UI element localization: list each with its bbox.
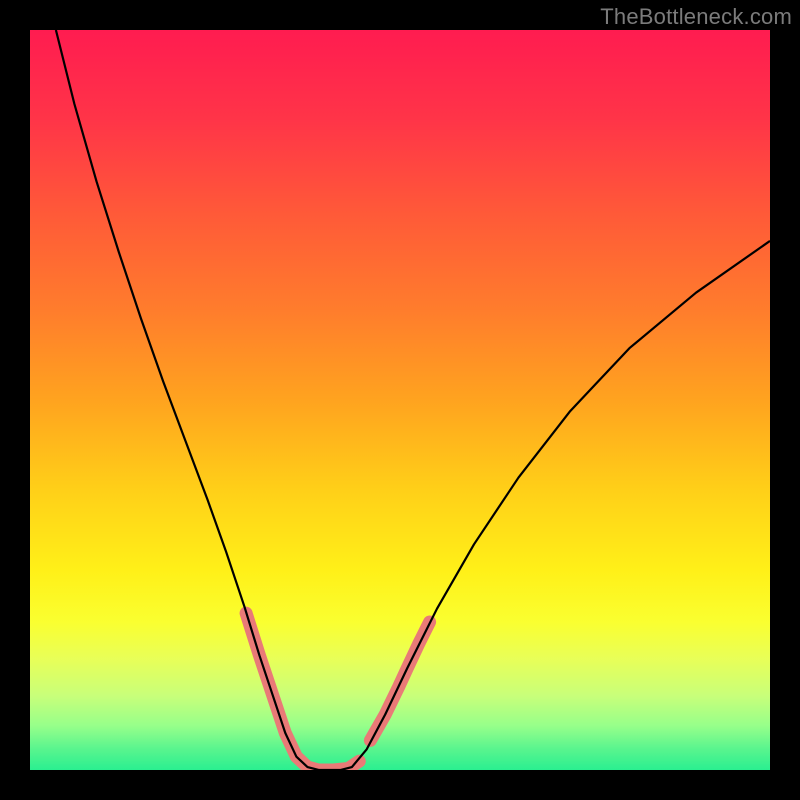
chart-container: TheBottleneck.com — [0, 0, 800, 800]
watermark-text: TheBottleneck.com — [600, 4, 792, 30]
plot-area — [30, 30, 770, 770]
chart-svg — [0, 0, 800, 800]
